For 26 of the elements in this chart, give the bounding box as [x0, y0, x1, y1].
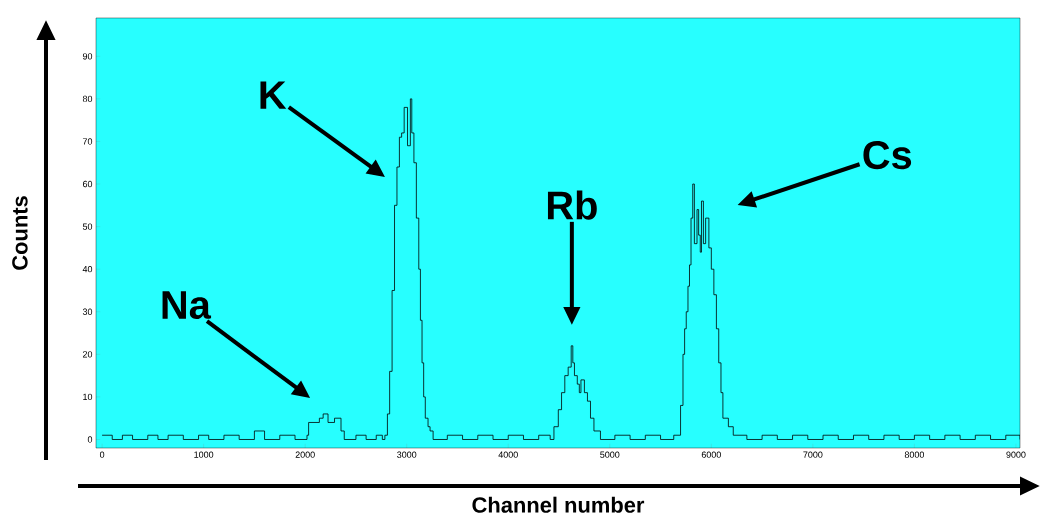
x-tick-label: 5000 — [600, 451, 620, 458]
annotation: Rb — [547, 190, 597, 220]
x-tick-label: 3000 — [397, 451, 417, 458]
y-axis-title: Counts — [12, 196, 28, 270]
x-tick-label: 7000 — [803, 451, 823, 458]
x-tick-label: 9000 — [1006, 451, 1026, 458]
y-tick-label: 0 — [87, 436, 93, 443]
y-tick-label: 60 — [82, 180, 93, 188]
annotation: Na — [162, 291, 212, 320]
x-tick-label: 2000 — [295, 451, 315, 458]
annotation: K — [260, 81, 287, 109]
y-tick-label: 70 — [82, 138, 93, 145]
x-axis-title: Channel number — [472, 496, 645, 513]
y-tick-label: 30 — [82, 308, 93, 315]
y-tick-label: 50 — [82, 223, 93, 230]
x-tick-label: 4000 — [498, 451, 518, 458]
x-tick-label: 1000 — [194, 451, 214, 458]
y-tick-label: 40 — [82, 266, 93, 273]
x-tick-label: 8000 — [904, 451, 925, 458]
x-tick-label: 6000 — [701, 451, 721, 458]
x-tick-label: 0 — [99, 451, 105, 458]
y-tick-label: 80 — [82, 95, 93, 103]
y-tick-label: 10 — [83, 393, 93, 401]
annotation: Cs — [863, 140, 912, 170]
y-tick-label: 90 — [82, 53, 93, 60]
y-tick-label: 20 — [82, 351, 93, 358]
